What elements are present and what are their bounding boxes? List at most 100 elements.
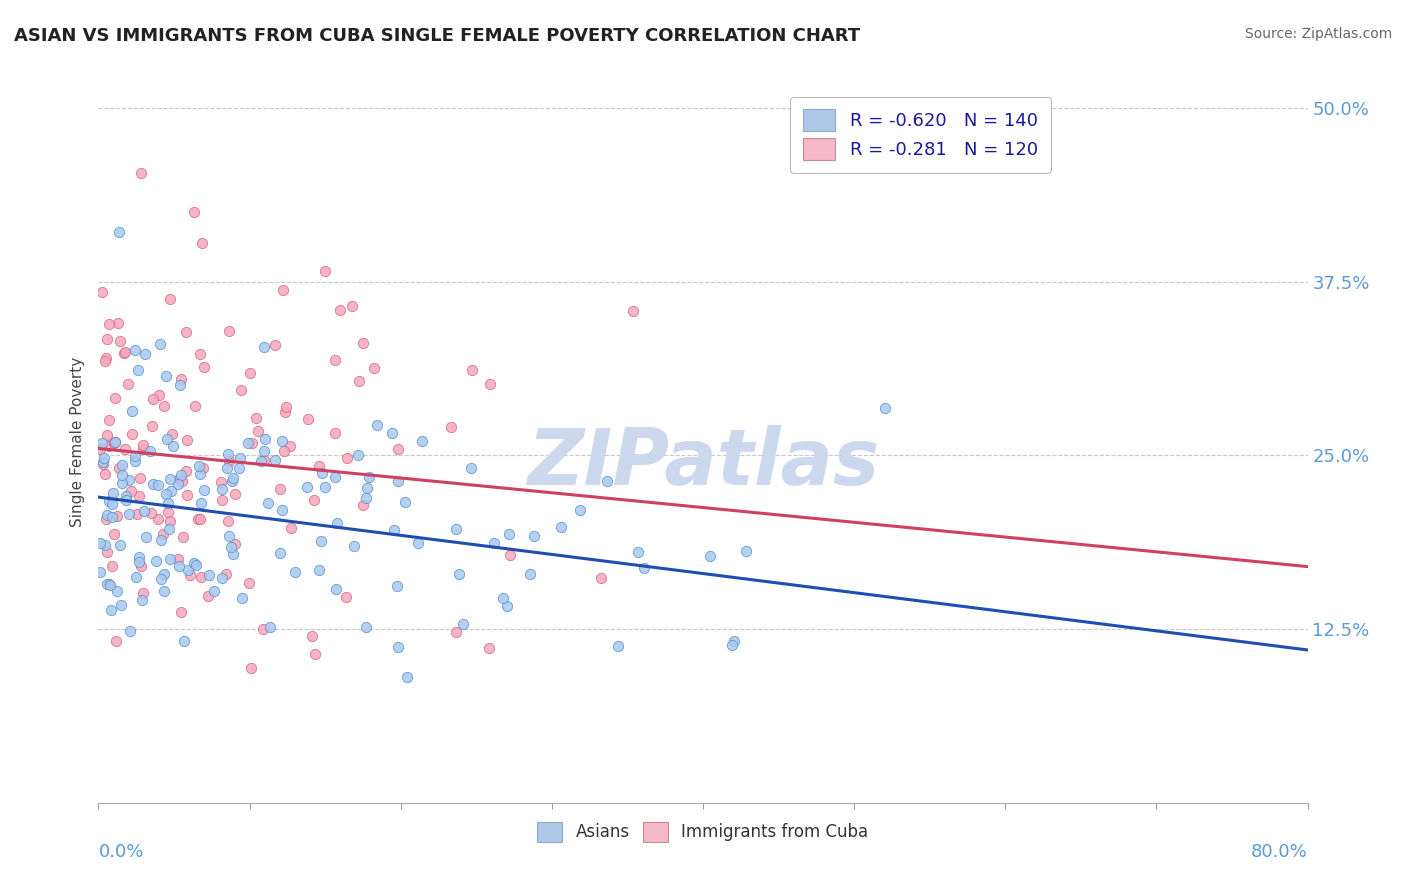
Point <box>176 563 198 577</box>
Text: 0.0%: 0.0% <box>98 843 143 861</box>
Point <box>96 545 118 559</box>
Point <box>723 633 745 648</box>
Point <box>159 472 181 486</box>
Point <box>308 563 330 577</box>
Point <box>274 405 297 419</box>
Point <box>150 572 173 586</box>
Point <box>101 497 124 511</box>
Point <box>145 554 167 568</box>
Text: Source: ZipAtlas.com: Source: ZipAtlas.com <box>1244 27 1392 41</box>
Point <box>271 502 294 516</box>
Point <box>596 474 619 488</box>
Point <box>121 427 143 442</box>
Point <box>108 538 131 552</box>
Point <box>110 458 132 472</box>
Point <box>621 303 644 318</box>
Point <box>387 640 409 654</box>
Point <box>311 466 333 480</box>
Point <box>127 363 149 377</box>
Point <box>91 455 114 469</box>
Point <box>105 584 128 599</box>
Point <box>169 372 191 386</box>
Point <box>167 476 190 491</box>
Point <box>211 493 233 508</box>
Point <box>354 491 377 505</box>
Point <box>253 452 276 467</box>
Point <box>135 530 157 544</box>
Point <box>114 442 136 456</box>
Point <box>128 549 150 564</box>
Point <box>105 509 128 524</box>
Point <box>121 403 143 417</box>
Point <box>188 347 211 361</box>
Point <box>97 439 120 453</box>
Point <box>252 623 274 637</box>
Point <box>224 537 246 551</box>
Point <box>264 338 287 352</box>
Text: 80.0%: 80.0% <box>1251 843 1308 861</box>
Point <box>153 399 176 413</box>
Point <box>148 388 170 402</box>
Point <box>240 660 263 674</box>
Point <box>89 565 111 579</box>
Point <box>209 475 232 490</box>
Point <box>96 508 118 523</box>
Point <box>591 571 613 585</box>
Point <box>363 361 385 376</box>
Point <box>354 619 377 633</box>
Point <box>127 507 149 521</box>
Point <box>460 363 482 377</box>
Point <box>231 591 253 605</box>
Point <box>117 377 139 392</box>
Point <box>149 533 172 547</box>
Point <box>217 461 239 475</box>
Point <box>89 536 111 550</box>
Point <box>492 591 515 605</box>
Point <box>188 467 211 482</box>
Point <box>129 558 152 573</box>
Point <box>323 353 346 368</box>
Point <box>101 486 124 500</box>
Point <box>240 435 263 450</box>
Point <box>218 529 240 543</box>
Point <box>411 434 433 448</box>
Point <box>284 565 307 579</box>
Point <box>444 625 467 640</box>
Y-axis label: Single Female Poverty: Single Female Poverty <box>70 357 86 526</box>
Point <box>110 598 132 612</box>
Point <box>217 514 239 528</box>
Point <box>229 450 252 465</box>
Point <box>94 351 117 366</box>
Point <box>96 576 118 591</box>
Point <box>100 603 122 617</box>
Point <box>326 516 349 530</box>
Point <box>498 527 520 541</box>
Point <box>101 559 124 574</box>
Point <box>408 536 430 550</box>
Point <box>387 474 409 488</box>
Point <box>280 439 302 453</box>
Point <box>112 346 135 360</box>
Point <box>699 549 721 564</box>
Point <box>132 438 155 452</box>
Point <box>149 337 172 351</box>
Point <box>197 589 219 603</box>
Point <box>91 435 114 450</box>
Point <box>128 555 150 569</box>
Point <box>96 332 118 346</box>
Point <box>134 347 156 361</box>
Point <box>191 460 214 475</box>
Point <box>721 638 744 652</box>
Point <box>440 419 463 434</box>
Point <box>114 344 136 359</box>
Point <box>169 472 191 486</box>
Point <box>124 343 146 357</box>
Point <box>93 451 115 466</box>
Point <box>104 434 127 449</box>
Point <box>111 475 134 490</box>
Point <box>253 444 276 458</box>
Point <box>218 454 240 468</box>
Point <box>396 670 419 684</box>
Point <box>169 377 191 392</box>
Legend: Asians, Immigrants from Cuba: Asians, Immigrants from Cuba <box>530 815 876 848</box>
